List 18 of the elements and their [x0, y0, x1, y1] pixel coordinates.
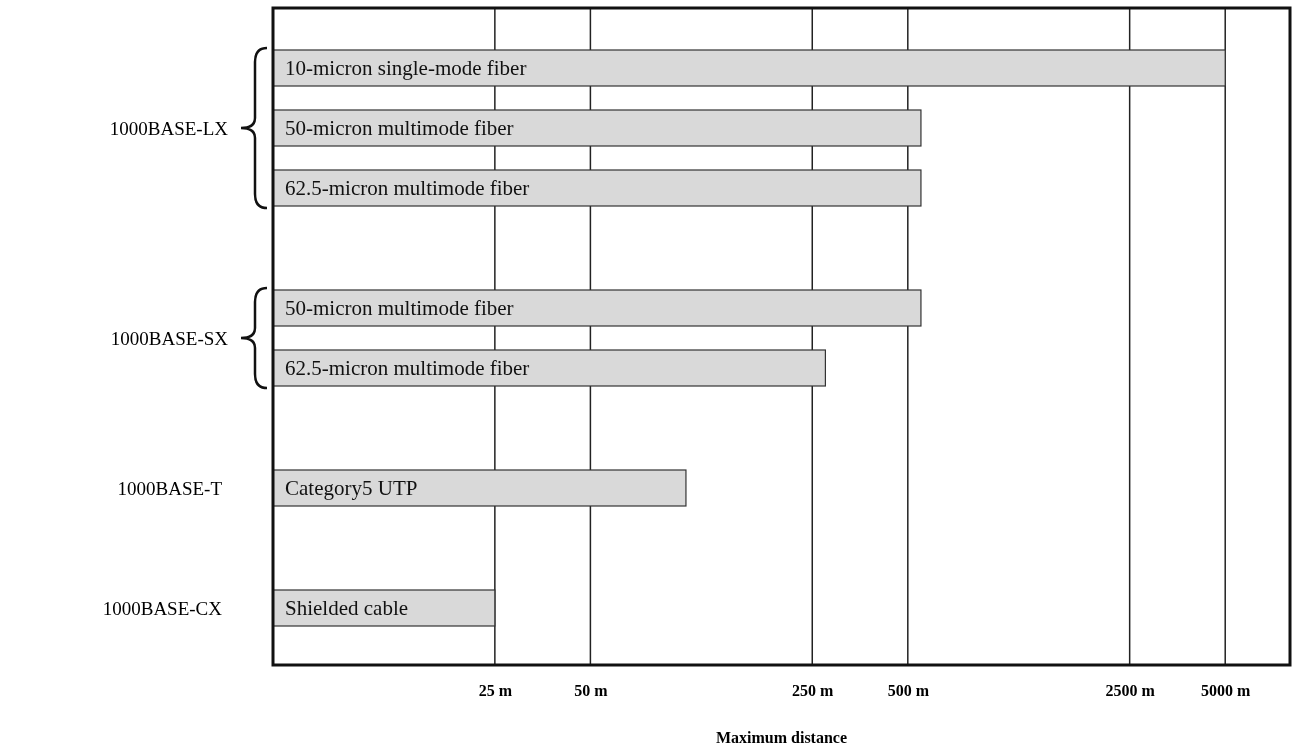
- y-tick-label: 50-micron multimode fiber: [285, 296, 514, 321]
- y-tick-label: 10-micron single-mode fiber: [285, 56, 527, 81]
- x-axis-title: Maximum distance: [715, 729, 848, 746]
- text: 1000BASE-CX: [102, 597, 223, 619]
- y-tick-label: Shielded cable: [285, 596, 409, 621]
- y-tick-label: 62.5-micron multimode fiber: [285, 176, 530, 201]
- x-tick-label: 2500 m: [1105, 682, 1156, 700]
- text: 1000BASE-T: [117, 477, 223, 499]
- x-tick-label: 5000 m: [1201, 682, 1252, 700]
- text: 1000BASE-LX: [109, 117, 229, 139]
- x-tick-label: 250 m: [792, 682, 835, 700]
- y-tick-label: 62.5-micron multimode fiber: [285, 356, 530, 381]
- y-tick-label: Category5 UTP: [285, 476, 418, 501]
- text: 1000BASE-SX: [110, 327, 229, 349]
- y-tick-label: 50-micron multimode fiber: [285, 116, 514, 141]
- x-tick-label: 500 m: [887, 682, 930, 700]
- x-tick-label: 25 m: [478, 682, 513, 700]
- x-tick-label: 50 m: [574, 682, 609, 700]
